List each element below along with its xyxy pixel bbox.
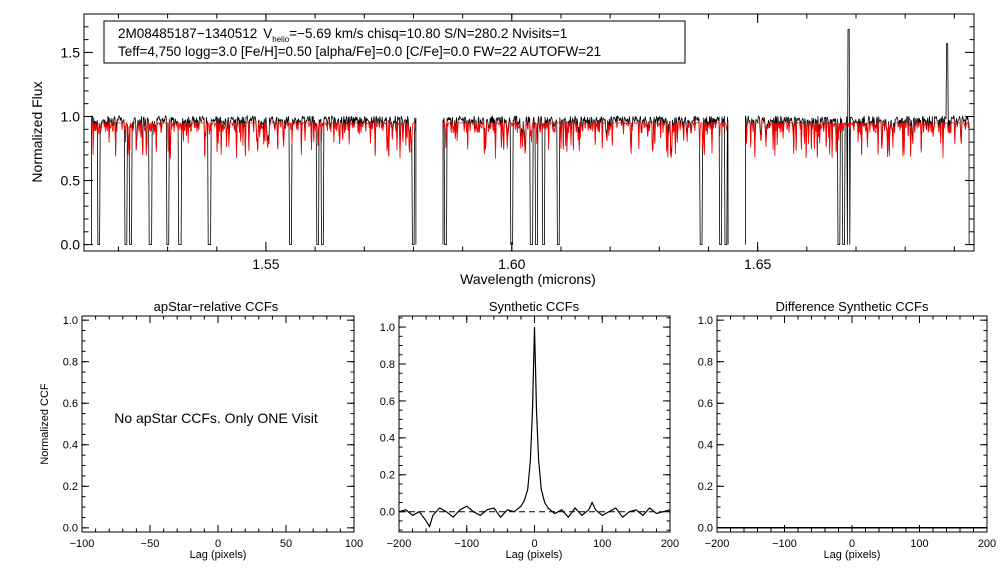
header-star-name: 2M08485187−1340512 xyxy=(118,26,257,41)
y-tick-label: 0.8 xyxy=(63,357,78,369)
difference-ccf-frame xyxy=(716,315,988,533)
y-tick-label: 0.5 xyxy=(61,172,81,188)
spectrum-ylabel: Normalized Flux xyxy=(29,81,45,182)
header-line-1: 2M08485187−1340512 Vhelio=−5.69 km/s chis… xyxy=(118,26,567,44)
spectrum-series xyxy=(91,28,970,246)
header-box-frame xyxy=(103,20,686,64)
x-tick-label: 0 xyxy=(849,538,855,550)
header-line-1-rest: =−5.69 km/s chisq=10.80 S/N=280.2 Nvisit… xyxy=(289,26,567,41)
header-v-label: V xyxy=(263,26,272,41)
x-tick-label: −100 xyxy=(70,538,95,550)
y-tick-label: 0.2 xyxy=(63,481,78,493)
x-tick-label: 100 xyxy=(593,538,611,550)
y-tick-label: 1.0 xyxy=(380,322,395,334)
apstar-ccf-xlabel: Lag (pixels) xyxy=(190,549,247,561)
spectrum-panel: 1.55 1.60 1.65 0.0 0.5 1.0 1.5 Wavelength (mic… xyxy=(29,13,975,287)
spectrum-frame xyxy=(83,13,975,252)
observed-spectrum-line xyxy=(442,114,729,246)
header-line-2: Teff=4,750 logg=3.0 [Fe/H]=0.50 [alpha/F… xyxy=(118,44,601,59)
y-tick-label: 0.4 xyxy=(63,440,78,452)
y-tick-label: 0.2 xyxy=(698,481,713,493)
y-tick-label: 1.0 xyxy=(63,315,78,327)
apstar-ccf-panel: apStar−relative CCFs −100 −50 0 50 100 0.0 0.2… xyxy=(39,299,363,561)
spectrum-header-box: 2M08485187−1340512 Vhelio=−5.69 km/s chis… xyxy=(103,20,686,64)
apstar-ccf-title: apStar−relative CCFs xyxy=(154,299,279,314)
synthetic-ccf-line xyxy=(398,327,671,528)
difference-ccf-title: Difference Synthetic CCFs xyxy=(776,299,929,314)
x-tick-label: 100 xyxy=(910,538,928,550)
x-tick-label: 50 xyxy=(280,538,292,550)
observed-spectrum-line xyxy=(745,28,970,246)
spectrum-xlabel: Wavelength (microns) xyxy=(460,271,596,287)
synthetic-spectrum-line xyxy=(745,121,970,159)
synthetic-ccf-ticks: −200 −100 0 100 200 0.0 0.2 0.4 0.6 0.8 1.0 xyxy=(380,316,679,550)
synthetic-spectrum-line xyxy=(442,121,728,159)
x-tick-label: 0 xyxy=(215,538,221,550)
synthetic-ccf-title: Synthetic CCFs xyxy=(489,299,580,314)
x-tick-label: −100 xyxy=(772,538,797,550)
y-tick-label: 0.6 xyxy=(63,398,78,410)
difference-ccf-ticks: −200 −100 0 100 200 0.0 0.2 0.4 0.6 0.8 1.0 xyxy=(698,315,996,550)
y-tick-label: 0.8 xyxy=(380,359,395,371)
difference-ccf-panel: Difference Synthetic CCFs −200 −100 0 100 20… xyxy=(698,299,996,561)
y-tick-label: 1.0 xyxy=(698,315,713,327)
y-tick-label: 0.0 xyxy=(380,507,395,519)
x-tick-label: −100 xyxy=(454,538,479,550)
x-tick-label: −50 xyxy=(141,538,160,550)
y-tick-label: 0.0 xyxy=(63,523,78,535)
x-tick-label: 0 xyxy=(531,538,537,550)
y-tick-label: 0.6 xyxy=(698,398,713,410)
apstar-ccf-annotation: No apStar CCFs. Only ONE Visit xyxy=(114,410,318,426)
y-tick-label: 0.0 xyxy=(61,236,81,252)
y-tick-label: 0.6 xyxy=(380,396,395,408)
y-tick-label: 0.4 xyxy=(380,433,395,445)
y-tick-label: 0.0 xyxy=(698,523,713,535)
synthetic-spectrum-line xyxy=(91,121,417,159)
x-tick-label: −200 xyxy=(387,538,412,550)
synthetic-ccf-xlabel: Lag (pixels) xyxy=(506,549,563,561)
y-tick-label: 0.2 xyxy=(380,470,395,482)
x-tick-label: 1.60 xyxy=(498,256,525,272)
synthetic-ccf-series xyxy=(398,327,671,528)
apstar-ccf-ylabel: Normalized CCF xyxy=(39,383,51,465)
x-tick-label: −200 xyxy=(705,538,730,550)
x-tick-label: 100 xyxy=(345,538,363,550)
observed-spectrum-line xyxy=(91,114,417,246)
y-tick-label: 0.8 xyxy=(698,357,713,369)
y-tick-label: 0.4 xyxy=(698,440,713,452)
spectrum-ticks: 1.55 1.60 1.65 0.0 0.5 1.0 1.5 xyxy=(61,13,974,272)
x-tick-label: 200 xyxy=(661,538,679,550)
x-tick-label: 1.55 xyxy=(252,256,279,272)
x-tick-label: 200 xyxy=(978,538,996,550)
x-tick-label: 1.65 xyxy=(744,256,771,272)
y-tick-label: 1.0 xyxy=(61,108,81,124)
difference-ccf-xlabel: Lag (pixels) xyxy=(824,549,881,561)
y-tick-label: 1.5 xyxy=(61,44,81,60)
synthetic-ccf-panel: Synthetic CCFs −200 −100 0 100 200 0.0 0.2 0.4 0… xyxy=(380,299,679,561)
apstar-ccf-ticks: −100 −50 0 50 100 0.0 0.2 0.4 0.6 0.8 1.0 xyxy=(63,315,363,550)
header-v-subscript: helio xyxy=(272,35,289,44)
